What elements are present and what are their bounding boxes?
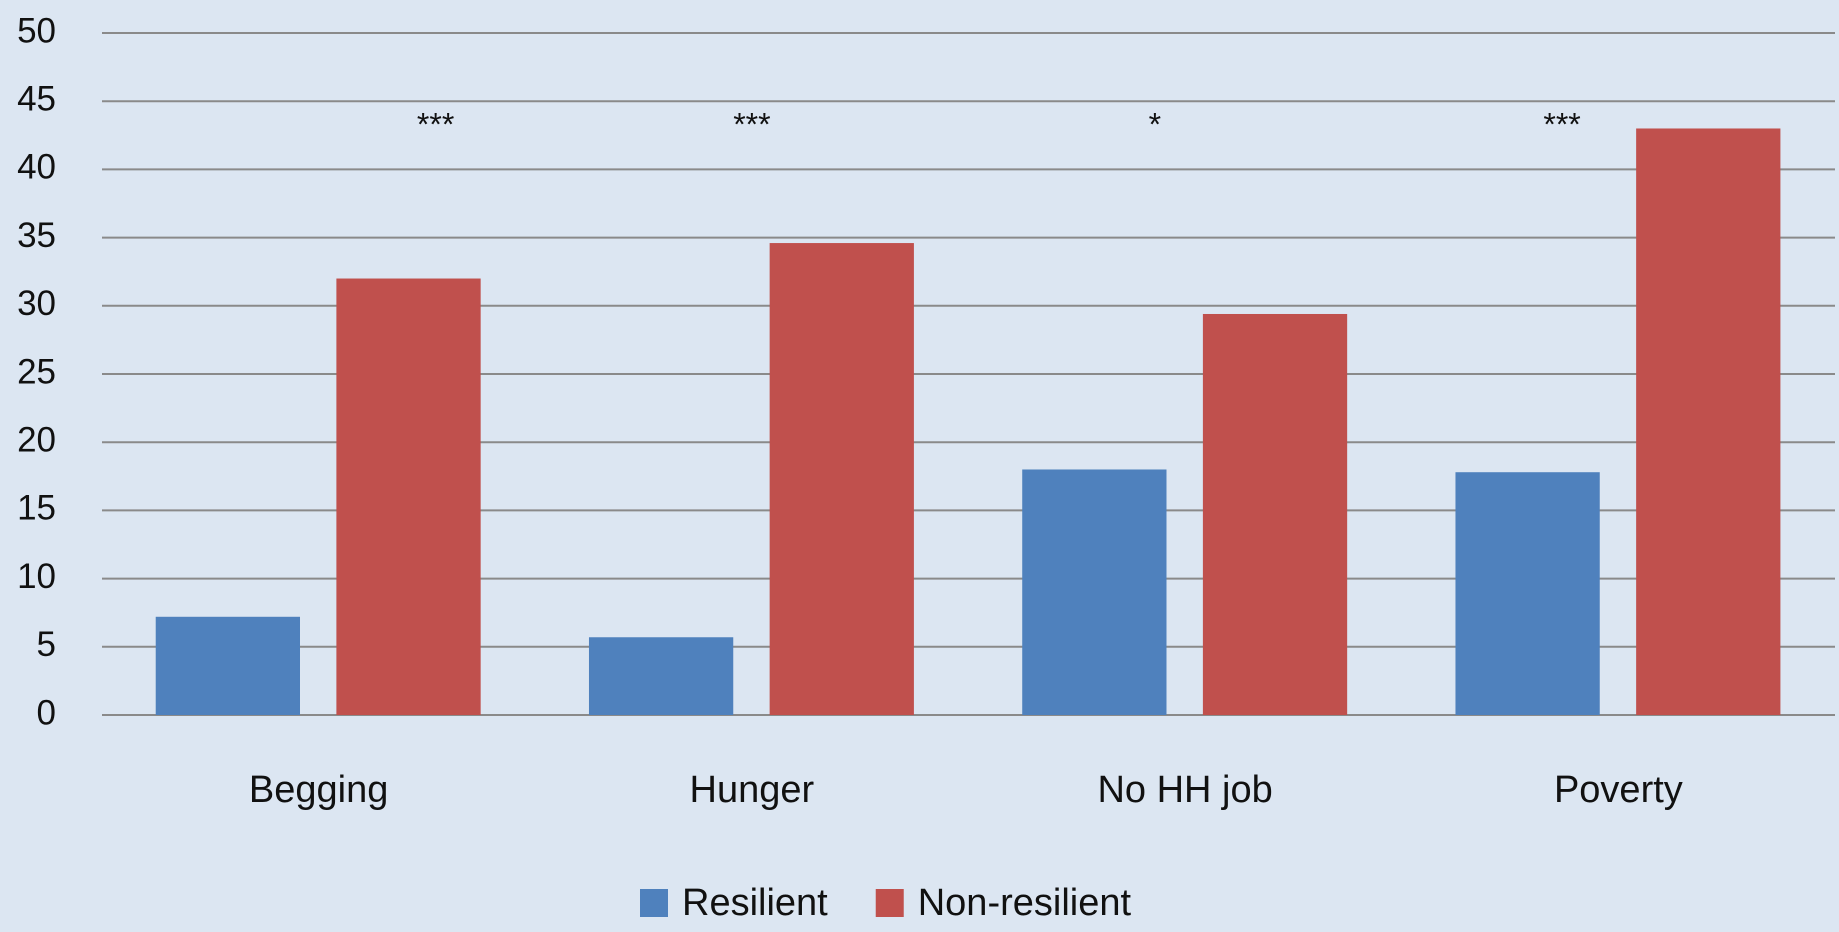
y-tick-label: 45 [17,79,56,118]
x-tick-label: No HH job [1097,769,1272,811]
y-tick-label: 15 [17,489,56,528]
bar [155,616,300,715]
y-tick-label: 30 [17,284,56,323]
y-tick-label: 40 [17,148,56,187]
bar [1636,128,1781,716]
x-tick-label: Hunger [690,769,815,811]
legend-label: Resilient [682,882,828,924]
bar [336,278,481,715]
y-tick-label: 5 [37,625,56,664]
bar [588,637,734,715]
legend-swatch [640,889,668,917]
legend-label: Non-resilient [918,882,1132,924]
bar [1202,313,1348,715]
bar [1455,472,1600,715]
y-tick-label: 10 [17,557,56,596]
x-tick-label: Poverty [1554,769,1683,811]
annotation: *** [1543,106,1580,142]
legend-swatch [875,889,904,917]
bar [1022,469,1167,715]
annotation: * [1149,106,1161,142]
bar [769,243,914,715]
y-tick-label: 35 [17,216,56,255]
y-tick-label: 0 [37,693,56,732]
annotation: *** [417,106,454,142]
y-tick-label: 25 [17,352,56,391]
x-tick-label: Begging [249,769,388,811]
y-tick-label: 20 [17,420,56,459]
annotation: *** [733,106,770,142]
y-tick-label: 50 [17,11,56,50]
